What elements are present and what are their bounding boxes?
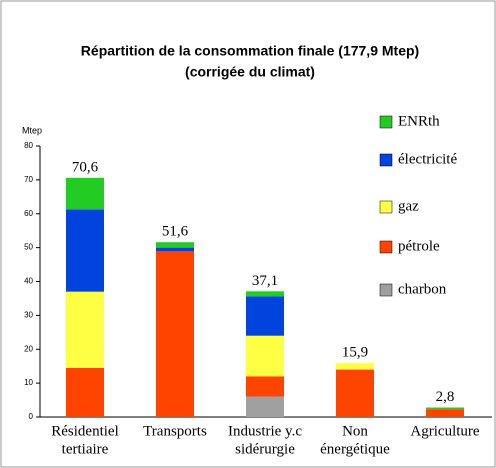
legend-label: électricité [398, 151, 457, 167]
total-label: 2,8 [436, 389, 455, 405]
y-tick-label: 0 [29, 412, 34, 421]
x-tick-label: Transports [143, 423, 207, 439]
bar-segment [66, 291, 104, 368]
legend-swatch [379, 115, 393, 129]
bar-segment [246, 296, 284, 336]
bar-segment [156, 251, 194, 417]
legend-swatch [379, 283, 393, 297]
bar-segment [336, 369, 374, 417]
x-tick-label: Agriculture [410, 423, 479, 439]
legend-label: charbon [398, 281, 447, 297]
total-label: 15,9 [342, 345, 368, 361]
legend-label: pétrole [398, 238, 440, 254]
total-label: 51,6 [162, 224, 189, 240]
x-tick-label: sidérurgie [235, 441, 295, 457]
chart-title: Répartition de la consommation finale (1… [81, 43, 419, 59]
y-tick-label: 60 [24, 209, 33, 218]
x-tick-label: énergétique [320, 441, 390, 457]
bar-segment [426, 409, 464, 417]
y-tick-label: 10 [24, 378, 33, 387]
y-tick-label: 50 [24, 243, 33, 252]
bar-segment [66, 367, 104, 417]
total-label: 70,6 [72, 159, 99, 175]
bar-segment [246, 335, 284, 377]
bar-segment [246, 291, 284, 297]
y-tick-label: 80 [24, 141, 33, 150]
bar-segment [246, 376, 284, 397]
x-tick-label: Résidentiel [51, 423, 119, 439]
y-axis-label: Mtep [22, 125, 42, 135]
x-tick-label: Non [342, 423, 368, 439]
bar-segment [66, 209, 104, 292]
bar-segment [336, 363, 374, 370]
legend-label: gaz [398, 198, 419, 214]
y-tick-label: 40 [24, 277, 33, 286]
bar-segment [246, 396, 284, 417]
legend-swatch [379, 153, 393, 167]
x-tick-label: tertiaire [62, 441, 109, 457]
bar-segment [156, 242, 194, 248]
legend-swatch [379, 240, 393, 254]
legend-swatch [379, 200, 393, 214]
y-tick-label: 20 [24, 344, 33, 353]
y-tick-label: 30 [24, 310, 33, 319]
bar-segment [66, 177, 104, 210]
legend-label: ENRth [398, 113, 440, 129]
x-tick-label: Industrie y.c [228, 423, 302, 439]
bar-segment [426, 407, 464, 410]
total-label: 37,1 [252, 273, 278, 289]
y-tick-label: 70 [24, 175, 33, 184]
bar-segment [156, 247, 194, 252]
chart-subtitle: (corrigée du climat) [185, 64, 315, 80]
